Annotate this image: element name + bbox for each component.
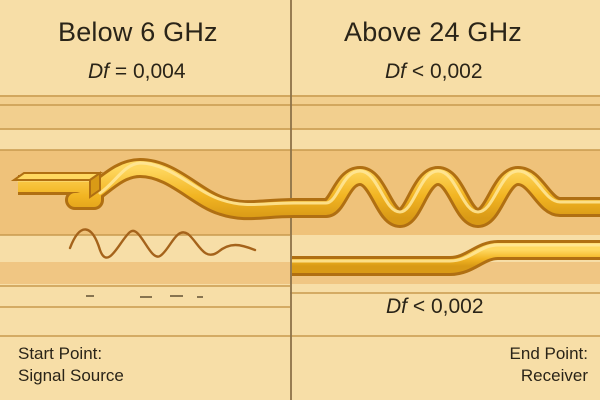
- start-point-label: Start Point: Signal Source: [18, 343, 124, 387]
- lower-trace-highlight: [292, 243, 600, 263]
- right-panel-heading: Above 24 GHz: [344, 17, 522, 47]
- lower-trace: [292, 240, 600, 276]
- trace-pad-side: [89, 171, 101, 199]
- left-panel-heading: Below 6 GHz: [58, 17, 218, 47]
- lower-df-value: Df < 0,002: [386, 295, 484, 319]
- end-point-title: End Point:: [509, 344, 588, 363]
- lower-df-relation: < 0,002: [412, 295, 484, 318]
- left-df-relation: = 0,004: [114, 60, 186, 83]
- start-point-subtitle: Signal Source: [18, 366, 124, 385]
- right-df-symbol: Df: [385, 60, 406, 83]
- end-point-label: End Point: Receiver: [510, 343, 588, 387]
- left-df-value: Df = 0,004: [88, 60, 186, 84]
- trace-pad-top: [10, 172, 104, 181]
- layer-lines: [0, 95, 600, 337]
- sketch-dashes: [86, 295, 203, 298]
- lower-df-symbol: Df: [386, 295, 407, 318]
- left-df-symbol: Df: [88, 60, 109, 83]
- right-df-relation: < 0,002: [411, 60, 483, 83]
- main-trace: [10, 158, 600, 228]
- lower-trace-body: [292, 243, 600, 273]
- start-point-title: Start Point:: [18, 344, 103, 363]
- right-df-value: Df < 0,002: [385, 60, 483, 84]
- trace-body: [18, 161, 600, 225]
- substrate-band-top: [0, 95, 600, 130]
- signal-wave-thin: [68, 228, 257, 259]
- end-point-subtitle: Receiver: [520, 366, 588, 385]
